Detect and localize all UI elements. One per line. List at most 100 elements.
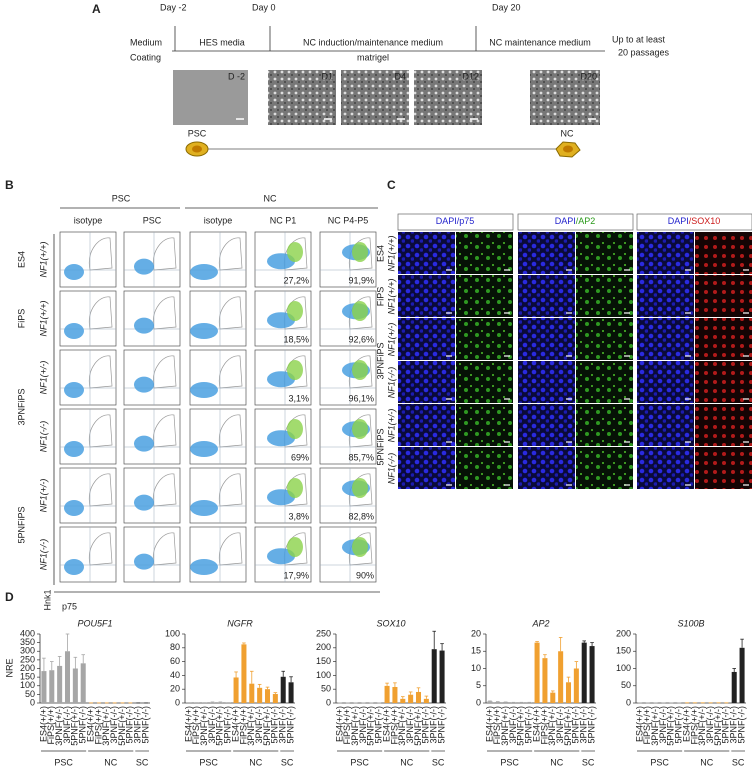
bar xyxy=(241,644,247,703)
gate xyxy=(152,414,177,448)
micrograph xyxy=(518,275,575,317)
stain-dapi: DAPI xyxy=(555,216,576,226)
timepoint: Day 20 xyxy=(492,2,521,12)
x-tick-label: ES4(+/+) xyxy=(531,706,541,742)
micrograph xyxy=(398,447,455,489)
y-tick-label: 200 xyxy=(616,628,631,638)
bar xyxy=(249,683,255,703)
cell-cloud xyxy=(267,548,295,565)
percent-label: 85,7% xyxy=(348,452,374,462)
x-tick-label: FiPS(+/+) xyxy=(46,706,56,745)
bar xyxy=(550,692,556,703)
flow-plot xyxy=(59,349,117,406)
flow-plot xyxy=(319,349,377,406)
column-header: NC P1 xyxy=(270,215,297,225)
y-tick-label: 250 xyxy=(316,628,331,638)
stain-dapi: DAPI xyxy=(668,216,689,226)
stain-marker: /AP2 xyxy=(576,216,596,226)
x-tick-label: 5PNF(+/-) xyxy=(70,706,80,746)
flow-plot xyxy=(59,526,117,583)
bar xyxy=(408,694,414,703)
stain-marker: /p75 xyxy=(457,216,475,226)
micrograph xyxy=(398,275,455,317)
x-tick-label: 3PNF(-/-) xyxy=(729,706,739,744)
percent-label: 17,9% xyxy=(283,570,309,580)
group-label: SC xyxy=(732,757,745,767)
y-tick-label: 100 xyxy=(165,628,180,638)
x-tick-label: 5PNF(-/-) xyxy=(721,706,731,744)
bar xyxy=(573,668,579,703)
x-tick-label: FiPS(+/+) xyxy=(93,706,103,745)
x-tick-label: FiPS(+/+) xyxy=(492,706,502,745)
bar xyxy=(57,665,63,703)
micrograph xyxy=(456,361,513,403)
x-tick-label: 5PNF(-/-) xyxy=(674,706,684,744)
percent-label: 3,1% xyxy=(288,393,309,403)
y-tick-label: 150 xyxy=(616,646,631,656)
x-tick-label: 5PNF(+/-) xyxy=(713,706,723,746)
x-tick-label: FiPS(+/+) xyxy=(389,706,399,745)
gate xyxy=(218,532,243,566)
x-tick-label: 3PNF(-/-) xyxy=(109,706,119,744)
cell-cloud xyxy=(64,264,84,280)
positive-cloud xyxy=(352,478,368,498)
x-tick-label: 5PNF(-/-) xyxy=(285,706,295,744)
micrograph xyxy=(341,70,409,125)
micrograph xyxy=(414,70,482,125)
flow-plot xyxy=(123,290,181,347)
cell-cloud xyxy=(134,376,154,393)
flow-plot xyxy=(59,467,117,524)
cell-cloud xyxy=(134,435,154,452)
micrograph xyxy=(637,404,694,446)
genotype: NF1(-/-) xyxy=(386,453,396,485)
cell-cloud xyxy=(267,489,295,506)
micrograph xyxy=(268,70,336,125)
genotype: NF1(+/+) xyxy=(386,235,396,271)
percent-label: 90% xyxy=(356,570,374,580)
y-tick-label: 150 xyxy=(316,656,331,666)
bar xyxy=(495,701,501,703)
bar xyxy=(41,671,47,703)
bar xyxy=(384,685,390,703)
micrograph xyxy=(576,361,633,403)
group-label: PSC xyxy=(199,757,218,767)
micrograph xyxy=(637,447,694,489)
cell-cloud xyxy=(267,253,295,270)
x-tick-label: 5PNF(+/-) xyxy=(516,706,526,746)
micrograph xyxy=(637,275,694,317)
gate xyxy=(218,414,243,448)
y-tick-label: 20 xyxy=(170,684,180,694)
coating: matrigel xyxy=(357,52,389,62)
bar xyxy=(739,647,745,703)
x-tick-label: 5PNF(+/-) xyxy=(413,706,423,746)
y-tick-label: 60 xyxy=(170,656,180,666)
stage: PSC xyxy=(188,128,207,138)
bar xyxy=(264,689,271,703)
positive-cloud xyxy=(287,360,303,380)
y-tick-label: 5 xyxy=(476,680,481,690)
cell-cloud xyxy=(134,317,154,334)
x-tick-label: 3PNF(-/-) xyxy=(254,706,264,744)
bar xyxy=(423,698,429,703)
percent-label: 91,9% xyxy=(348,275,374,285)
gate xyxy=(348,414,373,448)
gate xyxy=(88,237,113,271)
image-label: D -2 xyxy=(228,71,245,81)
micrograph xyxy=(695,404,752,446)
y-tick-label: 0 xyxy=(326,697,331,707)
bar xyxy=(731,671,737,703)
y-tick-label: 250 xyxy=(20,654,35,664)
bar xyxy=(209,702,216,703)
gate xyxy=(218,237,243,271)
x-tick-label: ES4(+/+) xyxy=(484,706,494,742)
column-header: isotype xyxy=(204,215,233,225)
x-tick-label: 5PNF(-/-) xyxy=(421,706,431,744)
x-tick-label: 3PNF(-/-) xyxy=(658,706,668,744)
panel-label: D xyxy=(5,590,14,604)
note: Up to at least xyxy=(612,34,666,44)
y-tick-label: 0 xyxy=(175,697,180,707)
x-tick-label: FiPS(+/+) xyxy=(238,706,248,745)
x-tick-label: 5PNF(-/-) xyxy=(270,706,280,744)
x-tick-label: 3PNF(+/-) xyxy=(547,706,557,746)
x-tick-label: 3PNF(+/-) xyxy=(397,706,407,746)
